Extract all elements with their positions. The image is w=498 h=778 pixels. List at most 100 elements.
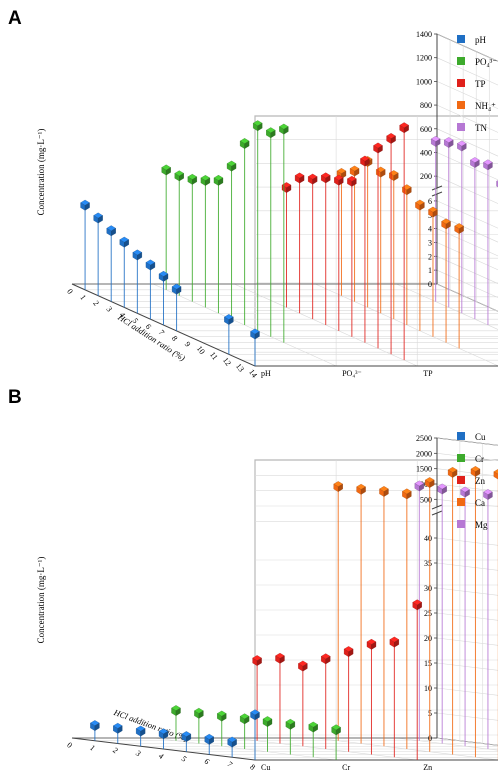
x-tick-label: 2 [91,299,101,308]
gridline-y [255,662,498,686]
y-tick-label: 35 [424,559,432,568]
gridline-y [255,269,498,353]
y-tick-label: 2500 [416,434,432,443]
data-point-right [325,656,331,665]
y-tick-label: 500 [420,495,432,504]
legend-swatch [457,57,465,65]
legend-label: pH [475,35,487,45]
data-point-right [231,739,237,748]
gridline-y [255,453,498,476]
gridline-y [255,712,498,736]
z-tick-label: pH [261,369,271,378]
y-tick-label: 40 [424,534,432,543]
legend-swatch [457,432,465,440]
data-point-left [493,471,498,480]
legend-swatch [457,520,465,528]
x-tick-label: 1 [78,293,88,302]
x-tick-label: 9 [183,340,193,349]
gridline-y [255,152,498,235]
y-axis-title: Concentration (mg·L⁻¹) [36,557,46,644]
x-tick-label: 6 [202,757,211,766]
data-point-right [270,129,276,139]
data-point-right [360,486,366,495]
data-point-right [111,227,116,237]
legend-swatch [457,79,465,87]
gridline-y [255,242,498,325]
y-tick-label: 20 [424,634,432,643]
data-point-right [335,727,341,736]
y-tick-label: 2000 [416,449,432,458]
legend-label: NH₄⁺ [475,101,496,111]
data-point-right [461,143,467,152]
y-tick-label: 6 [428,197,432,206]
x-tick-label: 6 [144,322,154,331]
gridline-y [255,637,498,661]
x-tick-label: 8 [170,334,180,343]
gridline-y [255,499,498,522]
gridline-y [255,104,498,188]
y-axis-title: Concentration (mg·L⁻¹) [36,129,46,216]
legend-label: Zn [475,476,485,486]
data-point-right [140,728,146,737]
data-point-right [137,252,143,261]
y-tick-label: 1400 [416,30,432,39]
y-axis-break-mark [431,504,443,510]
data-point-right [97,215,103,224]
panel-label: B [8,387,22,408]
gridline-y [255,214,498,298]
data-point-right [419,202,425,211]
data-point-right [117,725,123,734]
x-tick-label: 3 [104,305,114,314]
legend-label: Mg [475,520,488,530]
legend-label: Cr [475,454,484,464]
y-axis-break-mark [431,191,443,197]
data-point-right [94,722,100,731]
legend-label: Cu [475,432,486,442]
data-point-right [442,486,447,495]
data-point-right [176,286,182,295]
data-point-right [325,175,331,184]
x-tick-label: 4 [117,311,127,320]
gridline-y [255,468,498,492]
gridline-y [255,537,498,561]
data-point-right [186,733,192,742]
gridline-y [255,175,498,259]
gridline-y [255,612,498,636]
x-tick-label: 0 [65,287,75,296]
legend-swatch [457,123,465,131]
data-point-right [367,158,373,167]
data-point-right [364,158,370,167]
gridline-y [255,256,498,339]
legend-swatch [457,101,465,109]
data-point-right [445,221,451,230]
data-point-right [312,176,318,185]
y-tick-label: 10 [424,684,432,693]
z-tick-label: PO₄³⁻ [342,369,362,378]
data-point-right [474,159,480,168]
y-tick-label: 600 [420,125,432,134]
gridline-y [255,562,498,586]
data-point-right [354,168,360,177]
data-point-right [458,225,464,234]
gridline-y [255,687,498,711]
data-point-right [380,169,386,178]
data-point-right [390,135,396,144]
legend-swatch [457,498,465,506]
gridline-y [255,81,498,164]
x-tick-label: 8 [248,762,257,771]
chart-panel-b: 0510152025303540500100015002000250001234… [8,387,498,772]
data-point-right [299,175,305,184]
z-tick-label: TP [423,369,433,378]
gridline-y [255,128,498,212]
data-point-right [290,721,296,730]
y-tick-label: 2 [428,252,432,261]
data-point-right [302,663,308,672]
gridline-y [255,57,498,140]
data-point-right [351,178,357,187]
y-tick-label: 400 [420,148,432,157]
gridline-y [255,483,498,507]
data-point-right [432,209,438,218]
y-tick-label: 1000 [416,77,432,86]
panel-label: A [8,8,22,29]
